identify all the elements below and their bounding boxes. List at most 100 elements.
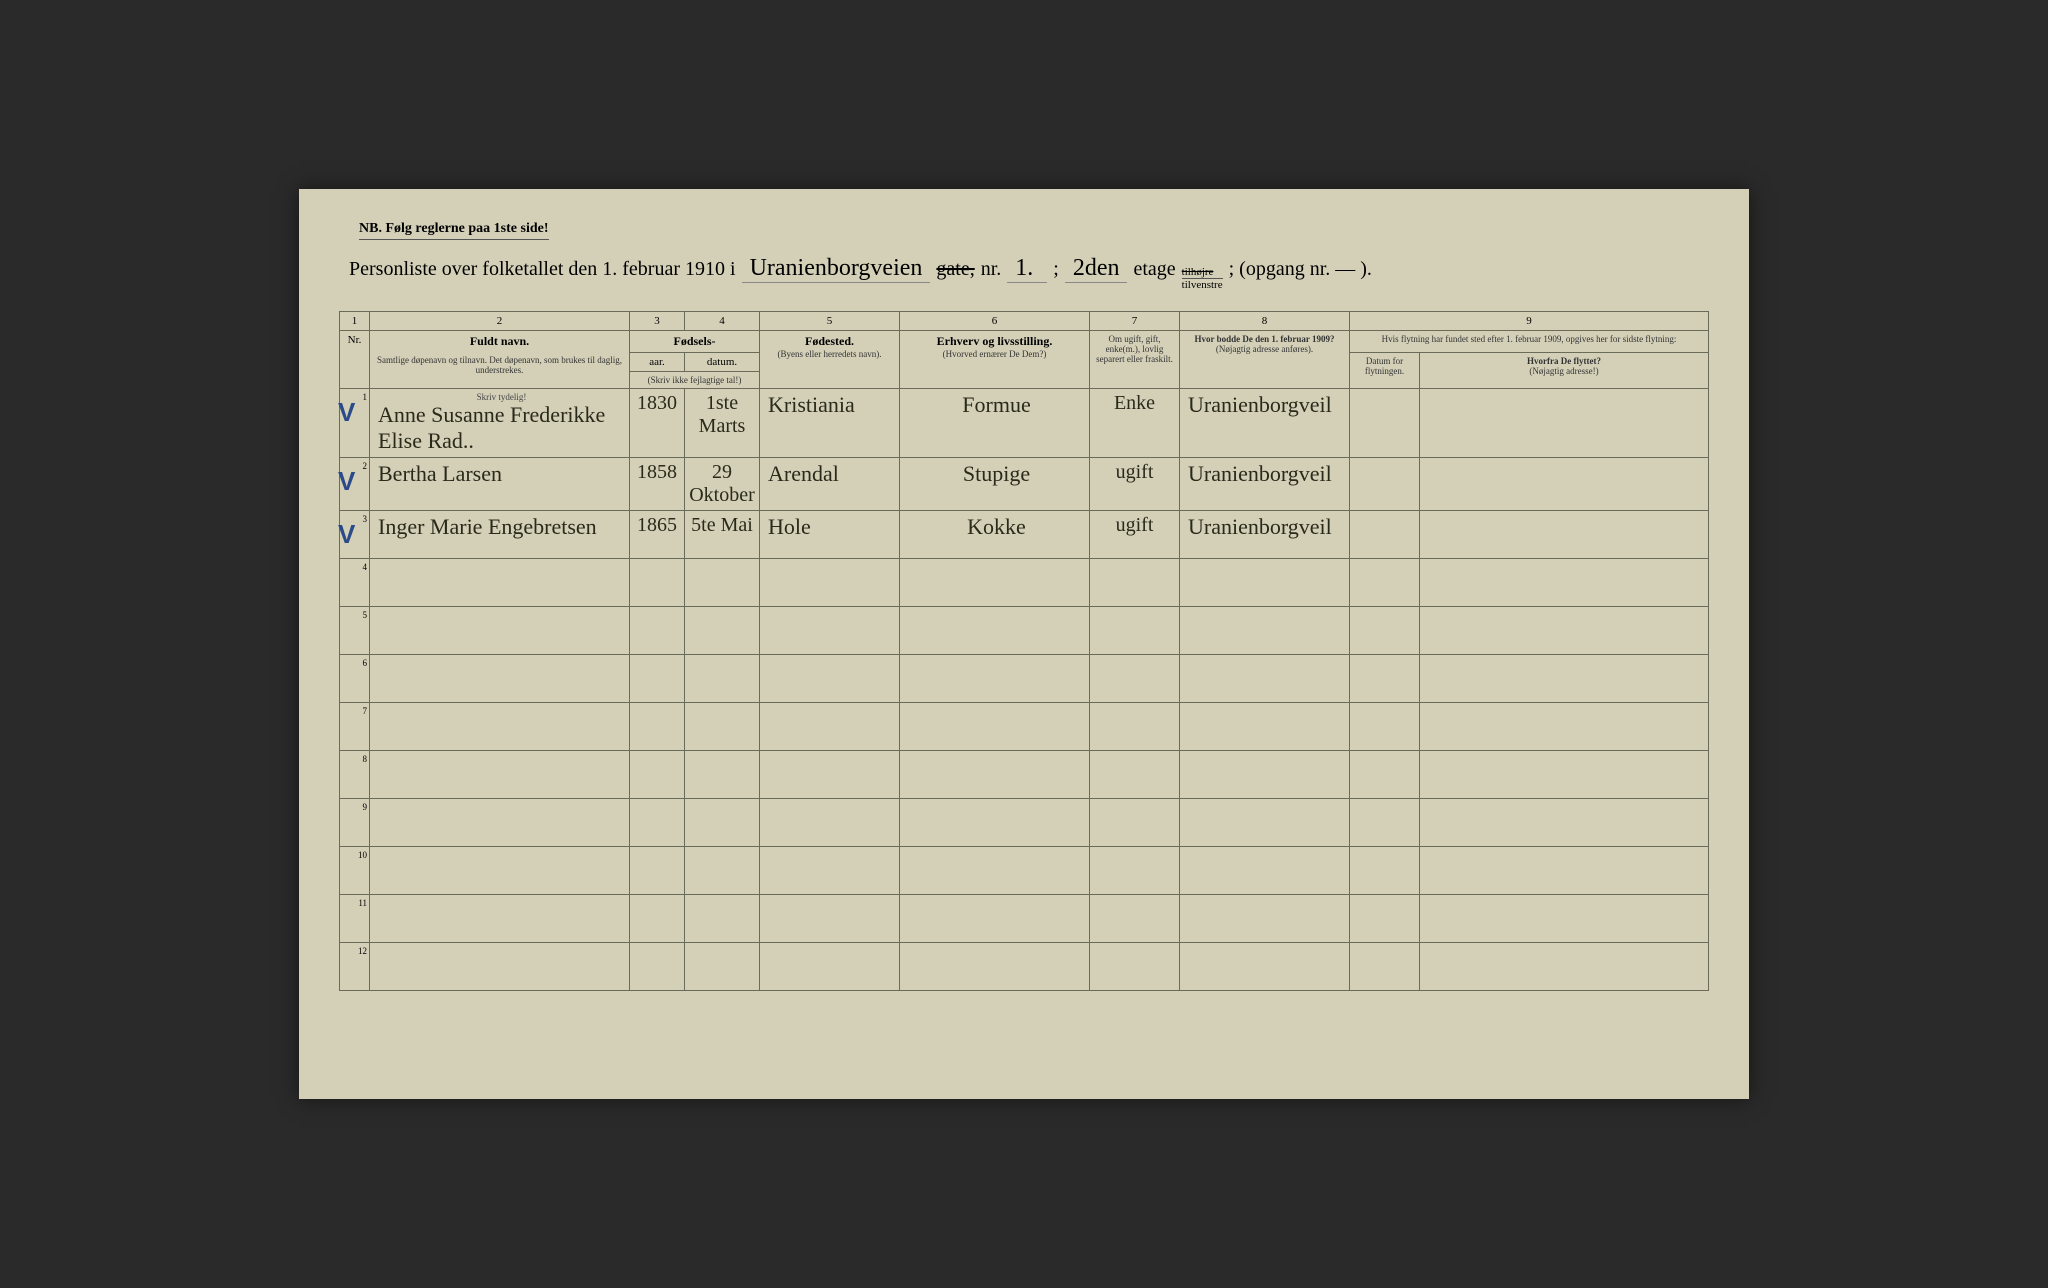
cell-empty bbox=[1420, 607, 1709, 655]
table-row: V3Inger Marie Engebretsen18655te MaiHole… bbox=[340, 511, 1709, 559]
hdr-birthplace-main: Fødested. bbox=[764, 334, 895, 349]
cell-empty bbox=[1350, 799, 1420, 847]
row-nr: 6 bbox=[340, 655, 370, 703]
cell-empty bbox=[370, 607, 630, 655]
cell-empty bbox=[1350, 751, 1420, 799]
tilhoire: tilhøjre bbox=[1182, 266, 1223, 279]
cell-empty bbox=[1090, 895, 1180, 943]
cell-occupation: Kokke bbox=[900, 511, 1090, 559]
cell-empty bbox=[760, 607, 900, 655]
cell-movedate bbox=[1350, 389, 1420, 458]
colnum-row: 1 2 3 4 5 6 7 8 9 bbox=[340, 312, 1709, 331]
cell-empty bbox=[900, 799, 1090, 847]
cell-empty bbox=[1180, 655, 1350, 703]
cell-empty bbox=[1090, 607, 1180, 655]
colnum: 5 bbox=[760, 312, 900, 331]
nr-value: 1. bbox=[1007, 255, 1047, 283]
cell-marital: ugift bbox=[1090, 458, 1180, 511]
cell-empty bbox=[1350, 847, 1420, 895]
row-nr: 10 bbox=[340, 847, 370, 895]
cell-empty bbox=[685, 559, 760, 607]
hdr-addr-main: Hvor bodde De den 1. februar 1909? bbox=[1184, 334, 1345, 344]
cell-year: 1830 bbox=[630, 389, 685, 458]
colnum: 1 bbox=[340, 312, 370, 331]
table-row-empty: 11 bbox=[340, 895, 1709, 943]
row-nr: 12 bbox=[340, 943, 370, 991]
table-row: V1Skriv tydelig!Anne Susanne Frederikke … bbox=[340, 389, 1709, 458]
hdr-date: datum. bbox=[685, 353, 760, 372]
cell-movefrom bbox=[1420, 511, 1709, 559]
cell-movedate bbox=[1350, 458, 1420, 511]
colnum: 3 bbox=[630, 312, 685, 331]
cell-empty bbox=[685, 799, 760, 847]
hdr-movefrom-main: Hvorfra De flyttet? bbox=[1424, 356, 1704, 366]
cell-empty bbox=[760, 895, 900, 943]
cell-addr: Uranienborgveil bbox=[1180, 458, 1350, 511]
hdr-movefrom-sub: (Nøjagtig adresse!) bbox=[1424, 366, 1704, 376]
cell-empty bbox=[1090, 559, 1180, 607]
cell-empty bbox=[370, 559, 630, 607]
cell-empty bbox=[1180, 799, 1350, 847]
hdr-movefrom: Hvorfra De flyttet? (Nøjagtig adresse!) bbox=[1420, 353, 1709, 389]
table-row: V2Bertha Larsen185829 OktoberArendalStup… bbox=[340, 458, 1709, 511]
table-row-empty: 12 bbox=[340, 943, 1709, 991]
hdr-addr-sub: (Nøjagtig adresse anføres). bbox=[1184, 344, 1345, 354]
header-row-1: Nr. Fuldt navn. Samtlige døpenavn og til… bbox=[340, 331, 1709, 353]
cell-date: 5te Mai bbox=[685, 511, 760, 559]
cell-name: Bertha Larsen bbox=[370, 458, 630, 511]
cell-empty bbox=[760, 943, 900, 991]
cell-birthplace: Kristiania bbox=[760, 389, 900, 458]
row-nr: V2 bbox=[340, 458, 370, 511]
row-nr: V3 bbox=[340, 511, 370, 559]
cell-empty bbox=[900, 895, 1090, 943]
table-row-empty: 4 bbox=[340, 559, 1709, 607]
nb-notice: NB. Følg reglerne paa 1ste side! bbox=[359, 221, 549, 240]
cell-empty bbox=[370, 847, 630, 895]
cell-empty bbox=[1180, 751, 1350, 799]
cell-empty bbox=[900, 607, 1090, 655]
cell-empty bbox=[1420, 895, 1709, 943]
cell-empty bbox=[760, 655, 900, 703]
cell-date: 1ste Marts bbox=[685, 389, 760, 458]
cell-empty bbox=[1420, 559, 1709, 607]
cell-empty bbox=[630, 895, 685, 943]
census-page: NB. Følg reglerne paa 1ste side! Personl… bbox=[299, 189, 1749, 1099]
table-row-empty: 9 bbox=[340, 799, 1709, 847]
cell-date: 29 Oktober bbox=[685, 458, 760, 511]
hdr-birthplace-sub: (Byens eller herredets navn). bbox=[764, 349, 895, 359]
table-body: V1Skriv tydelig!Anne Susanne Frederikke … bbox=[340, 389, 1709, 991]
hdr-occ-main: Erhverv og livsstilling. bbox=[904, 334, 1085, 349]
table-row-empty: 10 bbox=[340, 847, 1709, 895]
hdr-year: aar. bbox=[630, 353, 685, 372]
cell-marital: ugift bbox=[1090, 511, 1180, 559]
hdr-occupation: Erhverv og livsstilling. (Hvorved ernære… bbox=[900, 331, 1090, 389]
cell-empty bbox=[685, 943, 760, 991]
cell-empty bbox=[1180, 847, 1350, 895]
cell-empty bbox=[1090, 943, 1180, 991]
cell-year: 1865 bbox=[630, 511, 685, 559]
tilvenstre: tilvenstre bbox=[1182, 279, 1223, 291]
etage-value: 2den bbox=[1065, 255, 1128, 283]
row-nr: 4 bbox=[340, 559, 370, 607]
cell-empty bbox=[370, 943, 630, 991]
cell-empty bbox=[1420, 799, 1709, 847]
cell-empty bbox=[685, 703, 760, 751]
cell-empty bbox=[1420, 655, 1709, 703]
checkmark-icon: V bbox=[338, 519, 355, 550]
table-row-empty: 6 bbox=[340, 655, 1709, 703]
nr-label: nr. bbox=[981, 258, 1002, 281]
cell-empty bbox=[1350, 895, 1420, 943]
checkmark-icon: V bbox=[338, 466, 355, 497]
hdr-addr: Hvor bodde De den 1. februar 1909? (Nøja… bbox=[1180, 331, 1350, 389]
cell-empty bbox=[900, 655, 1090, 703]
cell-empty bbox=[1090, 655, 1180, 703]
hdr-marital: Om ugift, gift, enke(m.), lovlig separer… bbox=[1090, 331, 1180, 389]
cell-occupation: Stupige bbox=[900, 458, 1090, 511]
cell-name: Skriv tydelig!Anne Susanne Frederikke El… bbox=[370, 389, 630, 458]
cell-addr: Uranienborgveil bbox=[1180, 389, 1350, 458]
cell-empty bbox=[900, 847, 1090, 895]
cell-empty bbox=[630, 751, 685, 799]
cell-empty bbox=[1420, 751, 1709, 799]
gate-struck: gate, bbox=[936, 258, 974, 281]
cell-empty bbox=[1090, 799, 1180, 847]
